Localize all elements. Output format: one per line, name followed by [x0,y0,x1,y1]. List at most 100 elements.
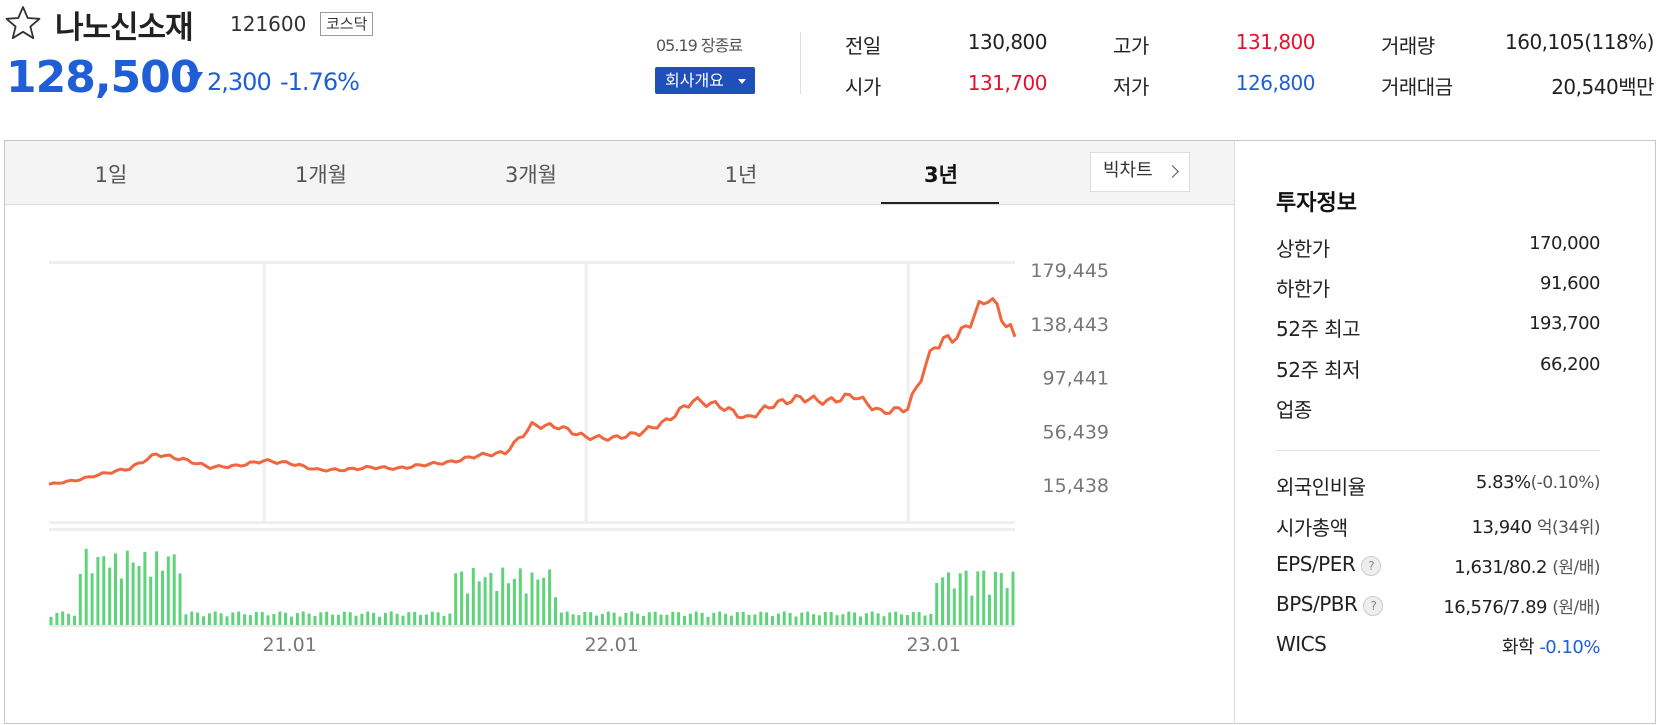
session-status: 05.19 장종료 [656,36,743,55]
volume-bar [600,614,604,625]
volume-bar [677,612,681,625]
eps-per-number: 1,631/80.2 [1454,557,1547,578]
volume-bar [436,612,440,625]
volume-bar [413,611,417,625]
market-cap-value: 13,940 억(34위) [1471,513,1601,538]
prev-close-value: 130,800 [967,30,1048,54]
foreign-ratio-value: 5.83%(-0.10%) [1475,472,1601,493]
volume-bars [49,548,1015,625]
volume-bar [512,578,516,625]
volume-bar [653,611,657,625]
volume-bar [78,573,82,625]
volume-bar [548,569,552,625]
volume-bar [982,570,986,625]
favorite-star-icon[interactable] [4,4,42,42]
company-overview-button[interactable]: 회사개요 [655,67,755,94]
volume-bar [471,567,475,625]
volume-bar [876,613,880,625]
volume-bar [595,615,598,625]
volume-bar [841,614,845,625]
volume-bar [694,611,698,625]
lower-limit-label: 하한가 [1276,277,1330,301]
volume-bar [630,611,634,625]
market-badge: 코스닥 [320,12,374,36]
bps-pbr-unit: (원/배) [1552,598,1600,618]
big-chart-button[interactable]: 빅차트 [1090,152,1190,192]
volume-bar [477,581,481,625]
volume-bar [260,612,264,625]
volume-bar [342,611,346,625]
volume-bar [882,616,886,625]
help-icon[interactable]: ? [1363,595,1384,616]
volume-bar [348,612,352,625]
volume-bar [905,615,909,625]
volume-bar [729,615,733,625]
wics-value[interactable]: 화학 -0.10% [1501,633,1601,659]
wics-sector: 화학 [1501,637,1535,658]
divider [800,32,801,94]
grid-line [262,263,266,523]
market-cap-number: 13,940 [1471,517,1532,538]
volume-bar [196,612,200,625]
volume-bar [976,571,980,625]
volume-bar [929,614,933,625]
change-amount: 2,300 [207,68,272,96]
eps-per-label-text: EPS/PER [1276,552,1356,576]
volume-bar [202,616,205,625]
volume-bar [859,616,862,625]
volume-bar [741,611,745,625]
volume-bar [389,611,393,625]
volume-bar [442,616,446,625]
tab-1year[interactable]: 1년 [724,163,758,187]
volume-bar [73,615,76,625]
volume-bar [659,614,663,625]
open-value: 131,700 [967,71,1048,95]
volume-bar [419,614,422,625]
volume-bar [964,570,968,625]
volume-bar [248,615,252,625]
volume-bar [290,616,293,625]
volume-bar [999,573,1003,625]
volume-bar [935,582,939,625]
help-icon[interactable]: ? [1361,555,1382,576]
chart-panel: 1일 1개월 3개월 1년 3년 빅차트 179,445 138,443 97,44… [4,140,1656,724]
y-axis-ticks: 179,445 138,443 97,441 56,439 15,438 [1030,260,1109,497]
high-value: 131,800 [1235,30,1316,54]
volume-bar [454,573,458,625]
tab-1month[interactable]: 1개월 [294,163,347,187]
tab-1day[interactable]: 1일 [94,163,128,187]
volume-bar [219,613,223,625]
volume-bar [161,570,164,625]
volume-bar [84,548,88,625]
volume-bar [571,614,575,625]
volume-bar [1011,571,1015,625]
volume-bar [96,557,100,625]
amount-value: 20,540백만 [1480,71,1654,100]
low52-value: 66,200 [1540,354,1600,375]
tab-3year[interactable]: 3년 [924,163,958,187]
grid-line [49,521,1015,524]
volume-bar [489,573,493,625]
grid-line [906,263,910,523]
low-label: 저가 [1113,75,1149,99]
volume-bar [378,616,381,625]
wics-change: -0.10% [1539,637,1600,658]
y-tick-label: 138,443 [1030,314,1109,336]
volume-bar [853,612,857,625]
volume-bar [166,556,170,625]
tab-3month[interactable]: 3개월 [504,163,557,187]
bps-pbr-number: 16,576/7.89 [1443,597,1547,618]
foreign-ratio-number: 5.83% [1475,472,1531,493]
volume-bar [735,612,739,625]
volume-bar [683,615,686,625]
volume-bar [776,613,780,625]
volume-bar [917,612,921,625]
volume-bar [366,611,370,625]
volume-bar [507,583,510,625]
volume-bar [665,614,669,625]
eps-per-unit: (원/배) [1552,558,1600,578]
volume-bar [143,551,147,625]
volume-bar [266,615,270,625]
volume-bar [559,612,563,625]
high-label: 고가 [1113,34,1149,58]
